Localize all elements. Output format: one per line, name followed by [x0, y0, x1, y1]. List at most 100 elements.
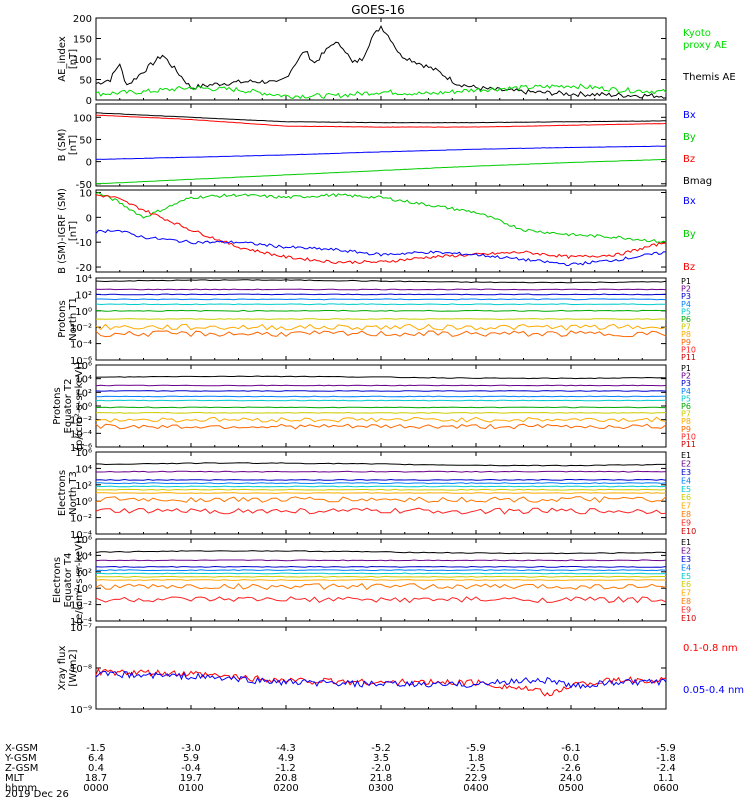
y-tick-label: 150	[73, 35, 92, 46]
flux-p6	[95, 406, 666, 409]
footer-value: -1.2	[276, 763, 296, 774]
flux-e1	[95, 550, 667, 555]
legend-e7: E7	[681, 589, 691, 598]
legend-bx: Bx	[683, 110, 696, 121]
flux-e9	[95, 507, 667, 515]
date-label: 2019 Dec 26	[5, 789, 69, 800]
footer-value: -5.9	[656, 743, 676, 754]
legend-p5: P5	[681, 307, 691, 316]
legend-kyoto: Kyoto	[683, 28, 711, 39]
footer-value: -4.3	[276, 743, 296, 754]
footer-value: 0300	[368, 783, 393, 794]
series-bx	[95, 145, 667, 160]
y-axis-label: North T3	[68, 471, 79, 515]
legend-p1: P1	[681, 364, 691, 373]
flux-p1	[95, 375, 667, 380]
y-tick-label: 50	[79, 76, 92, 87]
y-tick-label: 0	[86, 96, 92, 107]
y-axis-label: Protons	[57, 300, 68, 337]
flux-e4	[96, 482, 667, 485]
y-tick-label: 200	[73, 14, 92, 25]
legend-e5: E5	[681, 572, 691, 581]
footer-value: -2.0	[371, 763, 391, 774]
legend-p8: P8	[681, 417, 691, 426]
series-bz	[95, 114, 667, 128]
footer-value: 21.8	[370, 773, 392, 784]
legend-p4: P4	[681, 387, 691, 396]
series-bx	[95, 229, 667, 267]
flux-p7	[95, 411, 667, 414]
legend-0-05-0-4-nm: 0.05-0.4 nm	[683, 685, 744, 696]
y-axis-label: Electrons	[57, 470, 68, 516]
y-tick-label: 10⁶	[75, 361, 92, 372]
legend-p4: P4	[681, 300, 691, 309]
legend-themis-ae: Themis AE	[682, 72, 736, 83]
plot-title: GOES-16	[351, 3, 405, 17]
footer-value: 0400	[463, 783, 488, 794]
flux-e4	[95, 569, 667, 572]
flux-p8	[95, 323, 667, 331]
y-axis-label: Electrons	[52, 557, 63, 603]
legend-e3: E3	[681, 468, 691, 477]
series-themis-ae	[95, 25, 667, 99]
legend-e7: E7	[681, 502, 691, 511]
footer-value: -2.5	[466, 763, 486, 774]
footer-value: 1.1	[658, 773, 674, 784]
flux-p4	[96, 298, 667, 301]
panel-frame	[95, 626, 667, 710]
y-tick-label: 10⁻²	[70, 601, 92, 612]
legend-p10: P10	[681, 432, 696, 441]
flux-p9	[95, 330, 667, 338]
series-0-1-0-8-nm	[95, 667, 667, 697]
legend-p9: P9	[681, 338, 691, 347]
flux-p4	[95, 395, 666, 398]
footer-value: -6.1	[561, 743, 581, 754]
panel-8: 10⁻⁹ 10⁻⁸ 10⁻⁷ Xray flux [W/m2] 0.1-0.8 nm 0.0…	[57, 623, 744, 716]
legend-e5: E5	[681, 485, 691, 494]
footer-value: 22.9	[465, 773, 487, 784]
y-tick-label: 10⁴	[75, 551, 92, 562]
y-tick-label: 10⁻⁷	[70, 623, 92, 634]
y-axis-label: [W/m2]	[68, 649, 79, 686]
flux-p3	[95, 293, 667, 296]
panel-2: -50 0 50 100 B (SM) [nT] Bx By Bz Bmag	[57, 103, 712, 191]
y-axis-label: Equator T4	[63, 553, 74, 608]
legend-e3: E3	[681, 555, 691, 564]
legend-e9: E9	[681, 519, 691, 528]
y-tick-label: 10⁻⁴	[70, 429, 92, 440]
y-tick-label: 10⁰	[75, 402, 92, 413]
y-axis-label: Xray flux	[57, 646, 68, 691]
y-axis-label: AE_index	[57, 36, 68, 82]
y-tick-label: 10⁻²	[70, 323, 92, 334]
flux-e3	[95, 565, 667, 568]
flux-e1	[95, 462, 666, 467]
legend-e8: E8	[681, 510, 691, 519]
legend-e6: E6	[681, 580, 691, 589]
footer-label-mlt: MLT	[5, 773, 25, 784]
footer-label-y-gsm: Y-GSM	[4, 753, 37, 764]
y-tick-label: 100	[73, 55, 92, 66]
y-tick-label: 10⁴	[75, 274, 92, 285]
legend-p3: P3	[681, 292, 691, 301]
footer-value: 0600	[653, 783, 678, 794]
legend-p6: P6	[681, 315, 691, 324]
orbit-footer: X-GSM -1.5 -3.0 -4.3 -5.2 -5.9 -6.1 -5.9 Y-GSM 6.…	[4, 743, 679, 794]
legend-p2: P2	[681, 285, 691, 294]
footer-value: 18.7	[85, 773, 107, 784]
y-axis-label: [nT]	[68, 49, 79, 69]
legend-p7: P7	[681, 323, 691, 332]
y-axis-label: [nT]	[68, 135, 79, 155]
footer-label-x-gsm: X-GSM	[5, 743, 38, 754]
y-tick-label: 10⁰	[75, 584, 92, 595]
series-kyoto-proxy-ae	[95, 83, 667, 100]
legend-bz: Bz	[683, 262, 695, 273]
y-axis-label: B (SM)-IGRF (SM)	[57, 188, 68, 274]
legend-p2: P2	[681, 372, 691, 381]
legend-by: By	[683, 132, 696, 143]
legend-p11: P11	[681, 353, 696, 362]
flux-p9	[95, 423, 667, 430]
y-tick-label: 10⁰	[75, 307, 92, 318]
y-axis-label: [p/(cm²-s-sr-keV)]	[74, 362, 85, 450]
flux-p1	[95, 279, 667, 284]
